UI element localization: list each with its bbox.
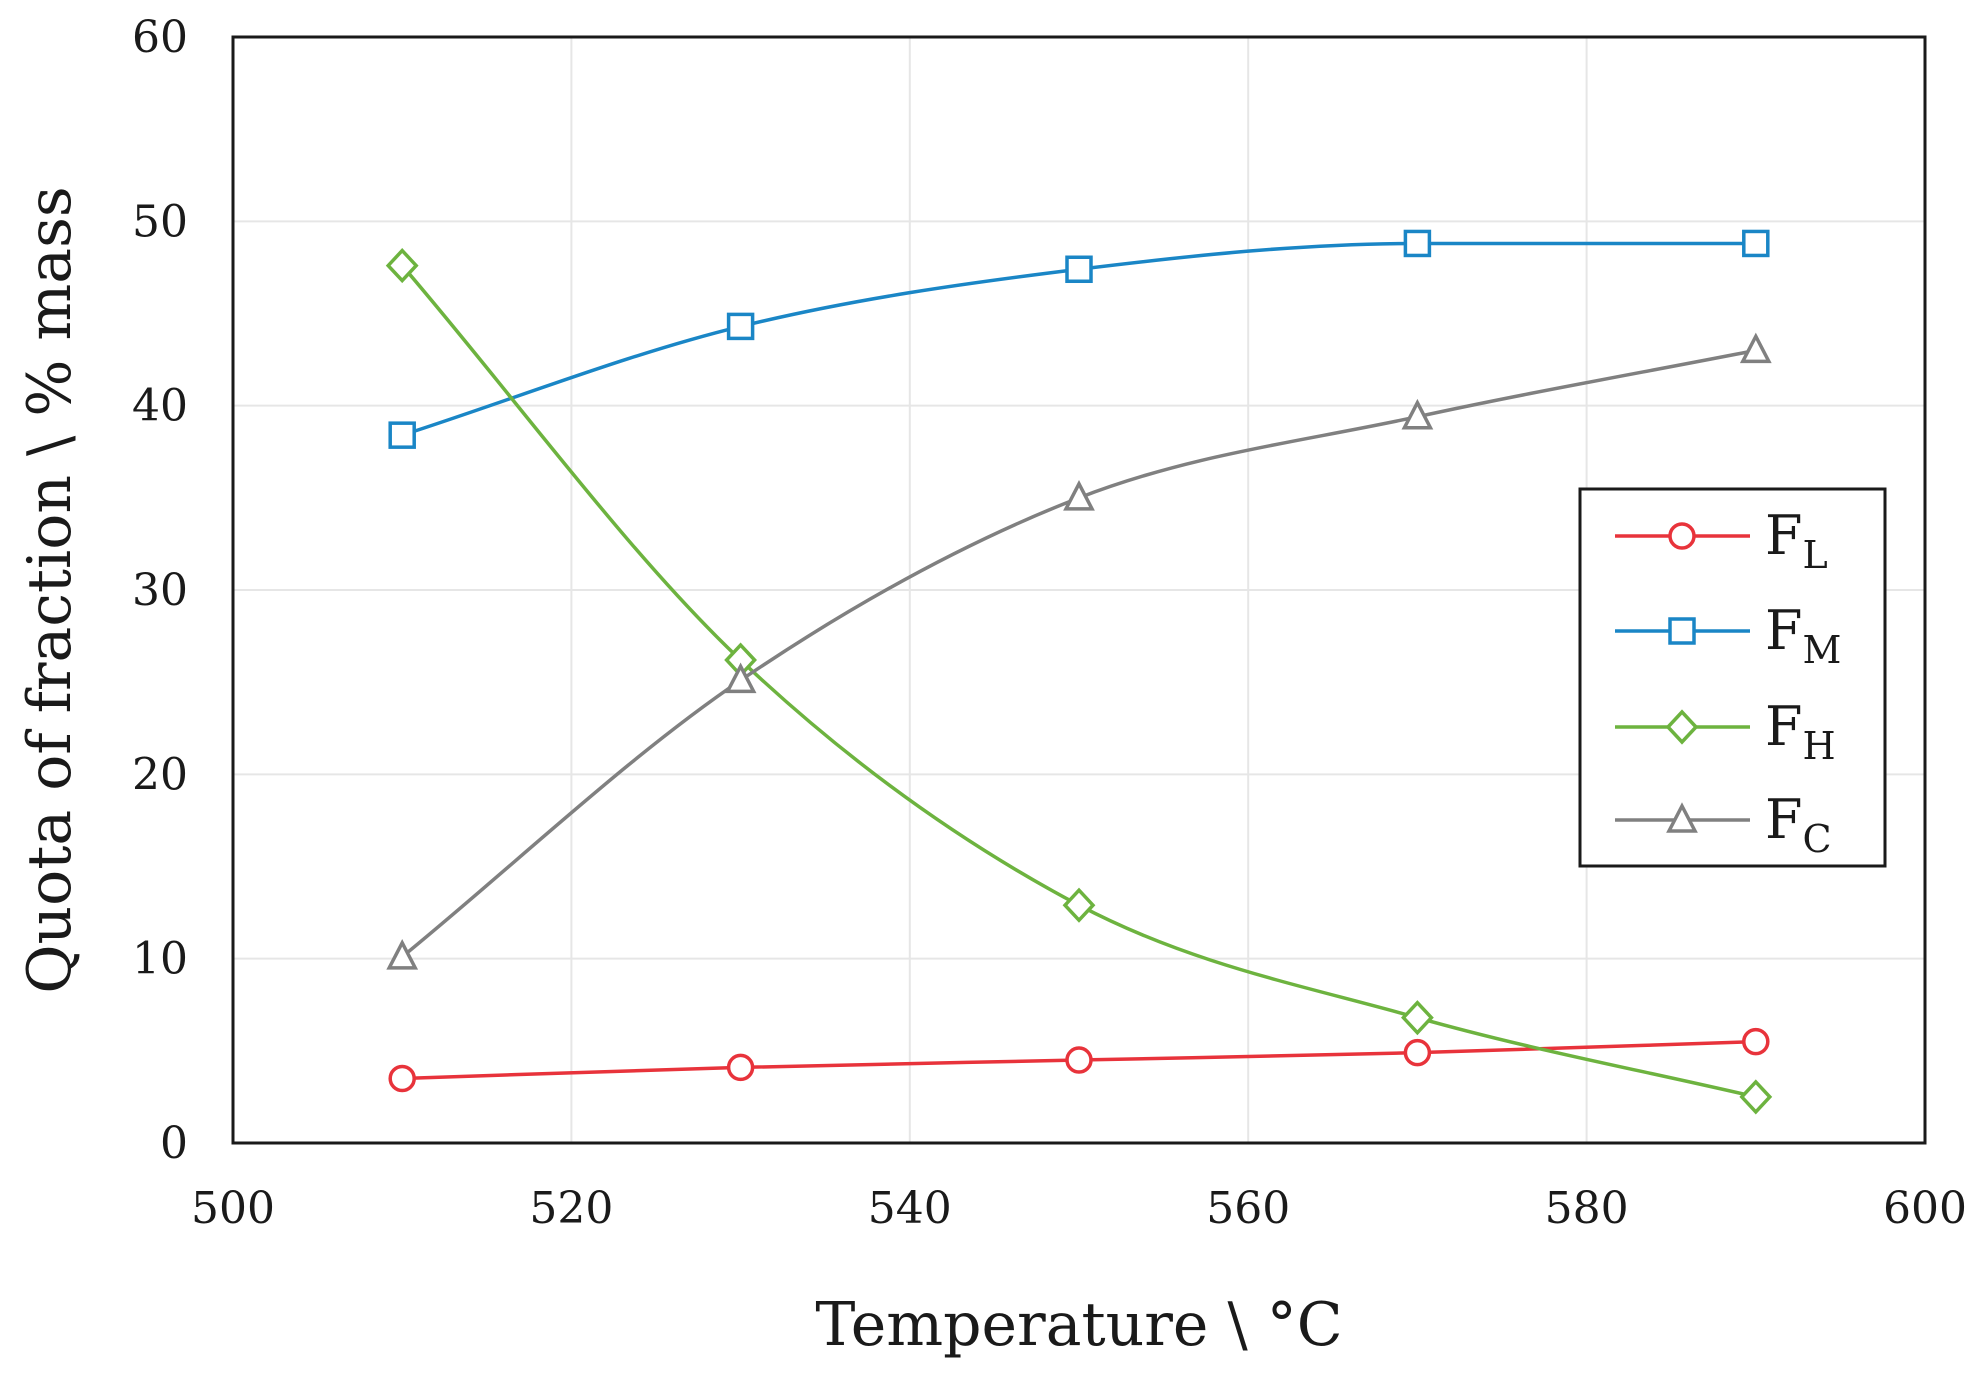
- data-point-f-m: [388, 421, 416, 449]
- legend-box: [1578, 487, 1887, 868]
- x-tick-label: 540: [868, 1183, 952, 1234]
- data-point-f-l: [1403, 1038, 1432, 1067]
- legend-marker-f-l: [1668, 522, 1696, 550]
- data-point-f-h: [1401, 1000, 1434, 1036]
- y-tick-label: 50: [132, 196, 188, 247]
- data-point-f-m: [726, 312, 755, 341]
- legend-label-f-c: FC: [1765, 788, 1832, 861]
- data-point-f-l: [1065, 1046, 1093, 1074]
- legend-label-f-h: FH: [1765, 695, 1836, 768]
- legend-label-f-m: FM: [1765, 599, 1841, 672]
- grid: [233, 37, 1925, 1143]
- y-tick-label: 40: [132, 381, 188, 432]
- data-point-f-c: [1063, 480, 1095, 511]
- y-tick-label: 0: [160, 1118, 188, 1169]
- x-tick-label: 560: [1206, 1183, 1290, 1234]
- series-f-h: [385, 248, 1773, 1115]
- y-tick-label: 20: [132, 749, 188, 800]
- legend-label-f-l: FL: [1765, 504, 1828, 577]
- x-axis-title: Temperature \ °C: [815, 1290, 1342, 1360]
- data-point-f-l: [1742, 1027, 1770, 1056]
- x-tick-label: 580: [1545, 1183, 1629, 1234]
- y-tick-label: 60: [132, 12, 188, 63]
- x-tick-label: 500: [191, 1183, 275, 1234]
- data-point-f-h: [1062, 887, 1096, 923]
- tick-labels: 500 520 540 560 580 600 0 10 20 30 40 50 60: [132, 12, 1967, 1234]
- plot-area-frame: [231, 35, 1927, 1145]
- data-point-f-h: [385, 248, 419, 284]
- series-f-m: [388, 229, 1770, 449]
- series-line-f-h: [400, 264, 1757, 1099]
- data-point-f-m: [1065, 255, 1093, 284]
- legend-marker-f-h: [1665, 709, 1699, 745]
- data-point-f-c: [1739, 332, 1772, 364]
- data-point-f-l: [726, 1053, 755, 1082]
- legend-marker-f-m: [1668, 617, 1696, 645]
- data-point-f-c: [724, 662, 757, 694]
- legend-marker-f-c: [1666, 802, 1698, 833]
- data-point-f-c: [1401, 398, 1434, 430]
- series-group: [385, 229, 1773, 1115]
- legend: FL FM FH FC: [1578, 487, 1887, 868]
- y-axis-title: Quota of fraction \ % mass: [15, 186, 85, 993]
- series-f-l: [388, 1027, 1770, 1093]
- data-point-f-m: [1403, 229, 1432, 258]
- x-tick-label: 520: [529, 1183, 613, 1234]
- series-line-f-c: [401, 348, 1757, 959]
- x-tick-label: 600: [1883, 1183, 1967, 1234]
- series-f-c: [386, 332, 1772, 970]
- data-point-f-l: [388, 1064, 416, 1093]
- data-point-f-m: [1742, 229, 1770, 258]
- y-tick-label: 30: [132, 565, 188, 616]
- data-point-f-c: [386, 939, 419, 970]
- data-point-f-h: [1739, 1079, 1773, 1115]
- y-tick-label: 10: [132, 934, 188, 985]
